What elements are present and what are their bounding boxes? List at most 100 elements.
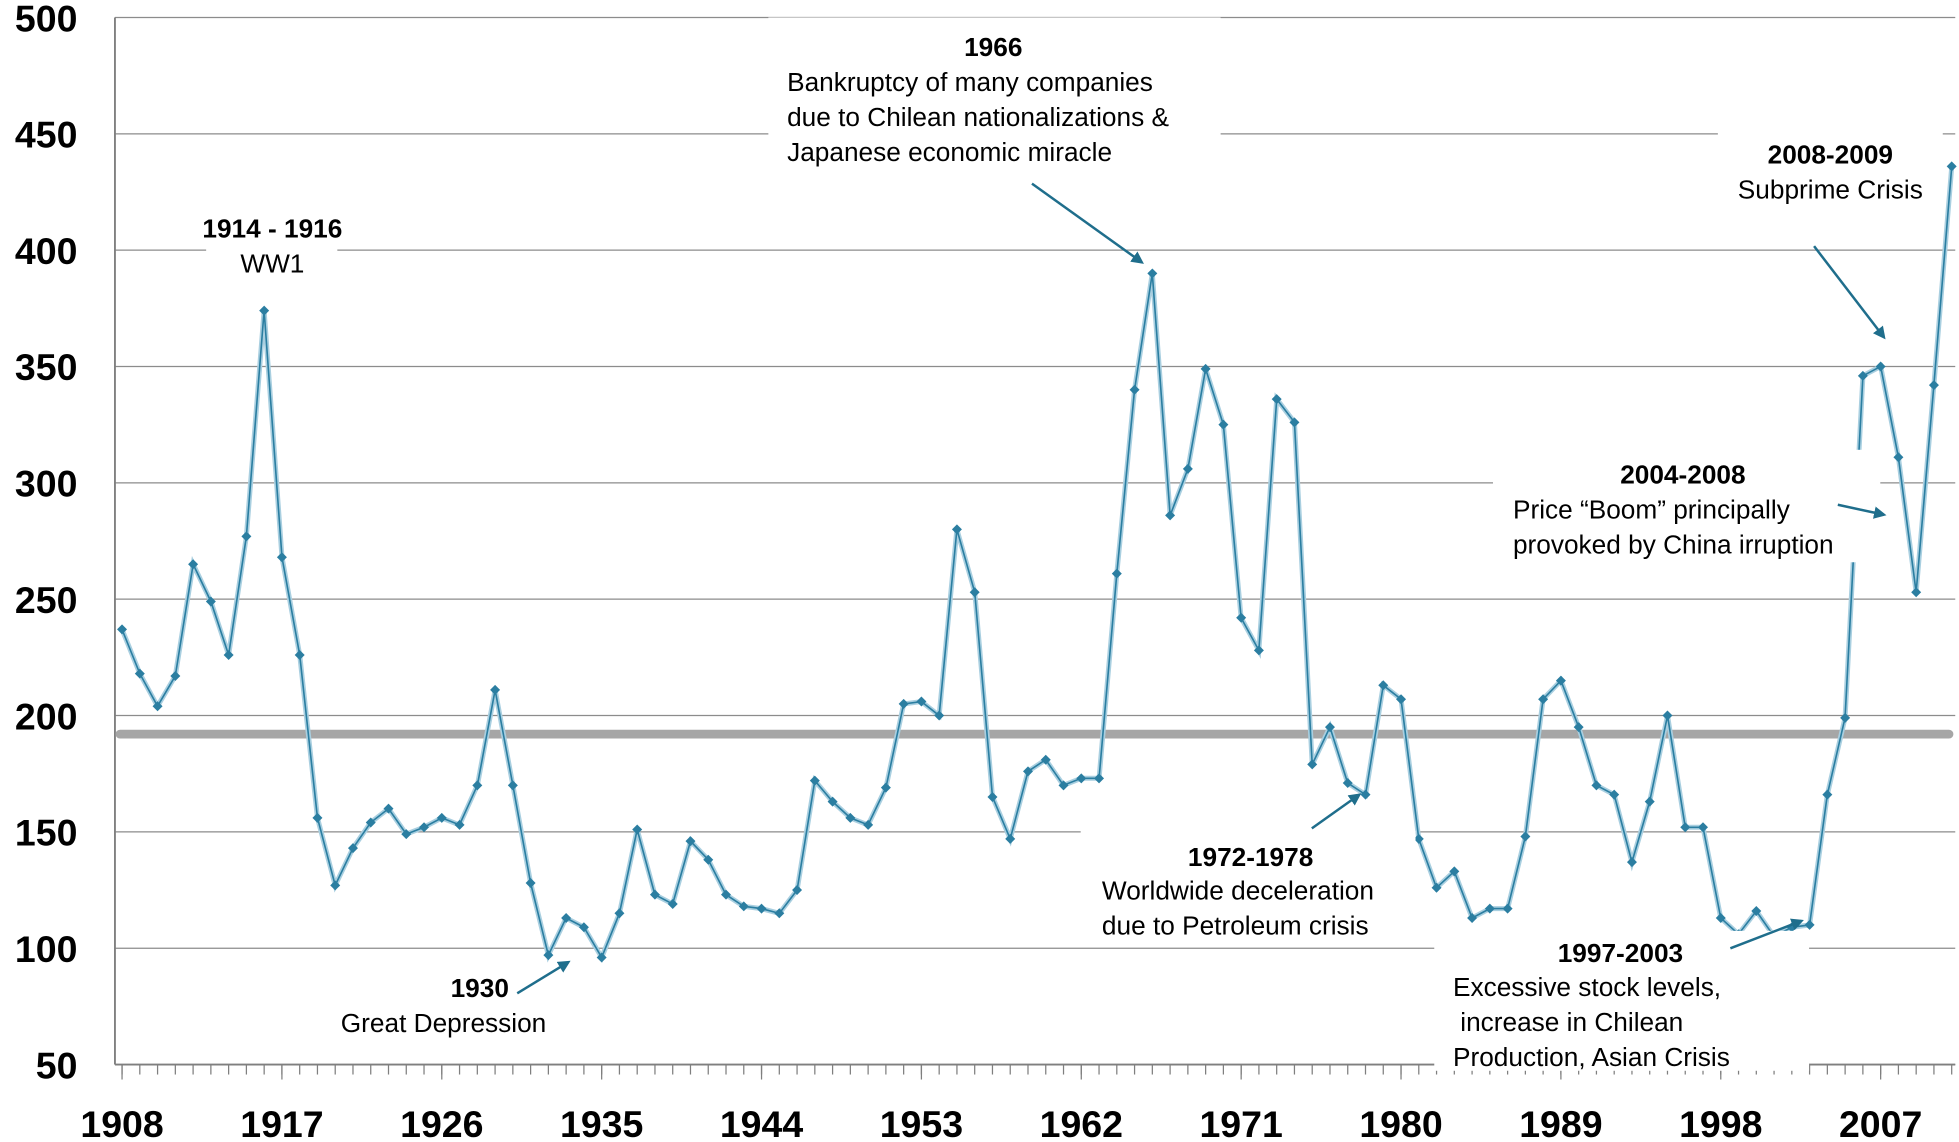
data-point (436, 812, 447, 823)
x-tick-label: 1926 (400, 1103, 483, 1142)
annotation-arrow (1311, 793, 1362, 830)
data-point (1591, 780, 1602, 791)
y-tick-label: 350 (15, 346, 78, 388)
y-tick-label: 400 (15, 230, 78, 272)
data-point (774, 908, 785, 919)
y-tick-label: 100 (15, 928, 78, 970)
data-point (1822, 789, 1833, 800)
data-point (1698, 822, 1709, 833)
data-point (1360, 789, 1371, 800)
annotation-title: 1972-1978 (1188, 842, 1313, 872)
x-tick-label: 1917 (240, 1103, 323, 1142)
annotation-text: provoked by China irruption (1513, 530, 1834, 560)
data-point (1484, 903, 1495, 914)
annotation-arrow (1813, 245, 1886, 340)
data-point (1502, 903, 1513, 914)
data-point (1005, 833, 1016, 844)
data-point (1147, 268, 1158, 279)
data-point (845, 812, 856, 823)
data-point (152, 701, 163, 712)
data-point (969, 587, 980, 598)
data-point (259, 305, 270, 316)
data-point (1413, 833, 1424, 844)
annotation-text: due to Petroleum crisis (1102, 911, 1369, 941)
data-point (792, 885, 803, 896)
data-point (703, 854, 714, 865)
x-tick-label: 1971 (1199, 1103, 1282, 1142)
data-point (294, 650, 305, 661)
data-point (1200, 363, 1211, 374)
x-tick-label: 1944 (720, 1103, 804, 1142)
data-point (756, 903, 767, 914)
annotation-text: Subprime Crisis (1738, 175, 1923, 205)
data-point (667, 898, 678, 909)
data-point (276, 552, 287, 563)
data-point (880, 782, 891, 793)
data-point (490, 684, 501, 695)
data-point (898, 698, 909, 709)
data-point (1289, 417, 1300, 428)
data-point (134, 668, 145, 679)
annotation-bg (1717, 129, 1943, 205)
annotation-text: Production, Asian Crisis (1453, 1042, 1730, 1072)
data-point (330, 880, 341, 891)
data-point (365, 817, 376, 828)
annotation-bg (318, 965, 569, 1039)
data-point (649, 889, 660, 900)
data-point (827, 796, 838, 807)
annotation-arrow (516, 960, 571, 995)
annotation-text: increase in Chilean (1453, 1007, 1683, 1037)
data-point (1680, 822, 1691, 833)
annotation-bg (768, 17, 1221, 168)
data-point (1271, 394, 1282, 405)
annotation-arrow (1729, 918, 1804, 950)
annotation-text: Worldwide deceleration (1102, 876, 1374, 906)
x-tick-label: 2007 (1839, 1103, 1922, 1142)
data-point (1022, 766, 1033, 777)
data-point (1946, 161, 1957, 172)
data-point (1058, 780, 1069, 791)
data-point (1662, 710, 1673, 721)
data-point (1431, 882, 1442, 893)
annotation-bg (1434, 930, 1810, 1071)
data-point (951, 524, 962, 535)
data-point (1893, 452, 1904, 463)
data-point (1857, 370, 1868, 381)
data-point (1520, 831, 1531, 842)
data-point (1182, 463, 1193, 474)
data-point (685, 836, 696, 847)
data-point (596, 952, 607, 963)
y-tick-label: 50 (36, 1044, 78, 1086)
annotation-bg (1080, 830, 1416, 944)
x-tick-label: 1953 (880, 1103, 963, 1142)
annotation-title: 1997-2003 (1558, 938, 1683, 968)
annotation-bg (1492, 449, 1881, 563)
x-tick-label: 1908 (80, 1103, 163, 1142)
data-point (419, 822, 430, 833)
annotation-text: Japanese economic miracle (787, 137, 1112, 167)
annotation-text: due to Chilean nationalizations & (787, 102, 1169, 132)
y-tick-label: 500 (15, 0, 78, 39)
annotation-text: Bankruptcy of many companies (787, 67, 1153, 97)
data-point (525, 878, 536, 889)
annotation-text: Excessive stock levels, (1453, 972, 1721, 1002)
annotation-arrow (1031, 182, 1144, 264)
data-point (401, 829, 412, 840)
annotation-title: 1930 (451, 973, 509, 1003)
data-point (1324, 722, 1335, 733)
x-tick-label: 1998 (1679, 1103, 1762, 1142)
data-point (721, 889, 732, 900)
y-tick-label: 200 (15, 695, 78, 737)
annotation-title: 1914 - 1916 (202, 213, 342, 243)
annotation-text: WW1 (240, 248, 304, 278)
annotation-text: Price “Boom” principally (1513, 495, 1791, 525)
data-point (1538, 694, 1549, 705)
data-point (1253, 645, 1264, 656)
data-point (1804, 919, 1815, 930)
data-point (738, 901, 749, 912)
x-tick-label: 1989 (1519, 1103, 1602, 1142)
data-point (347, 843, 358, 854)
data-point (1094, 773, 1105, 784)
data-point (934, 710, 945, 721)
